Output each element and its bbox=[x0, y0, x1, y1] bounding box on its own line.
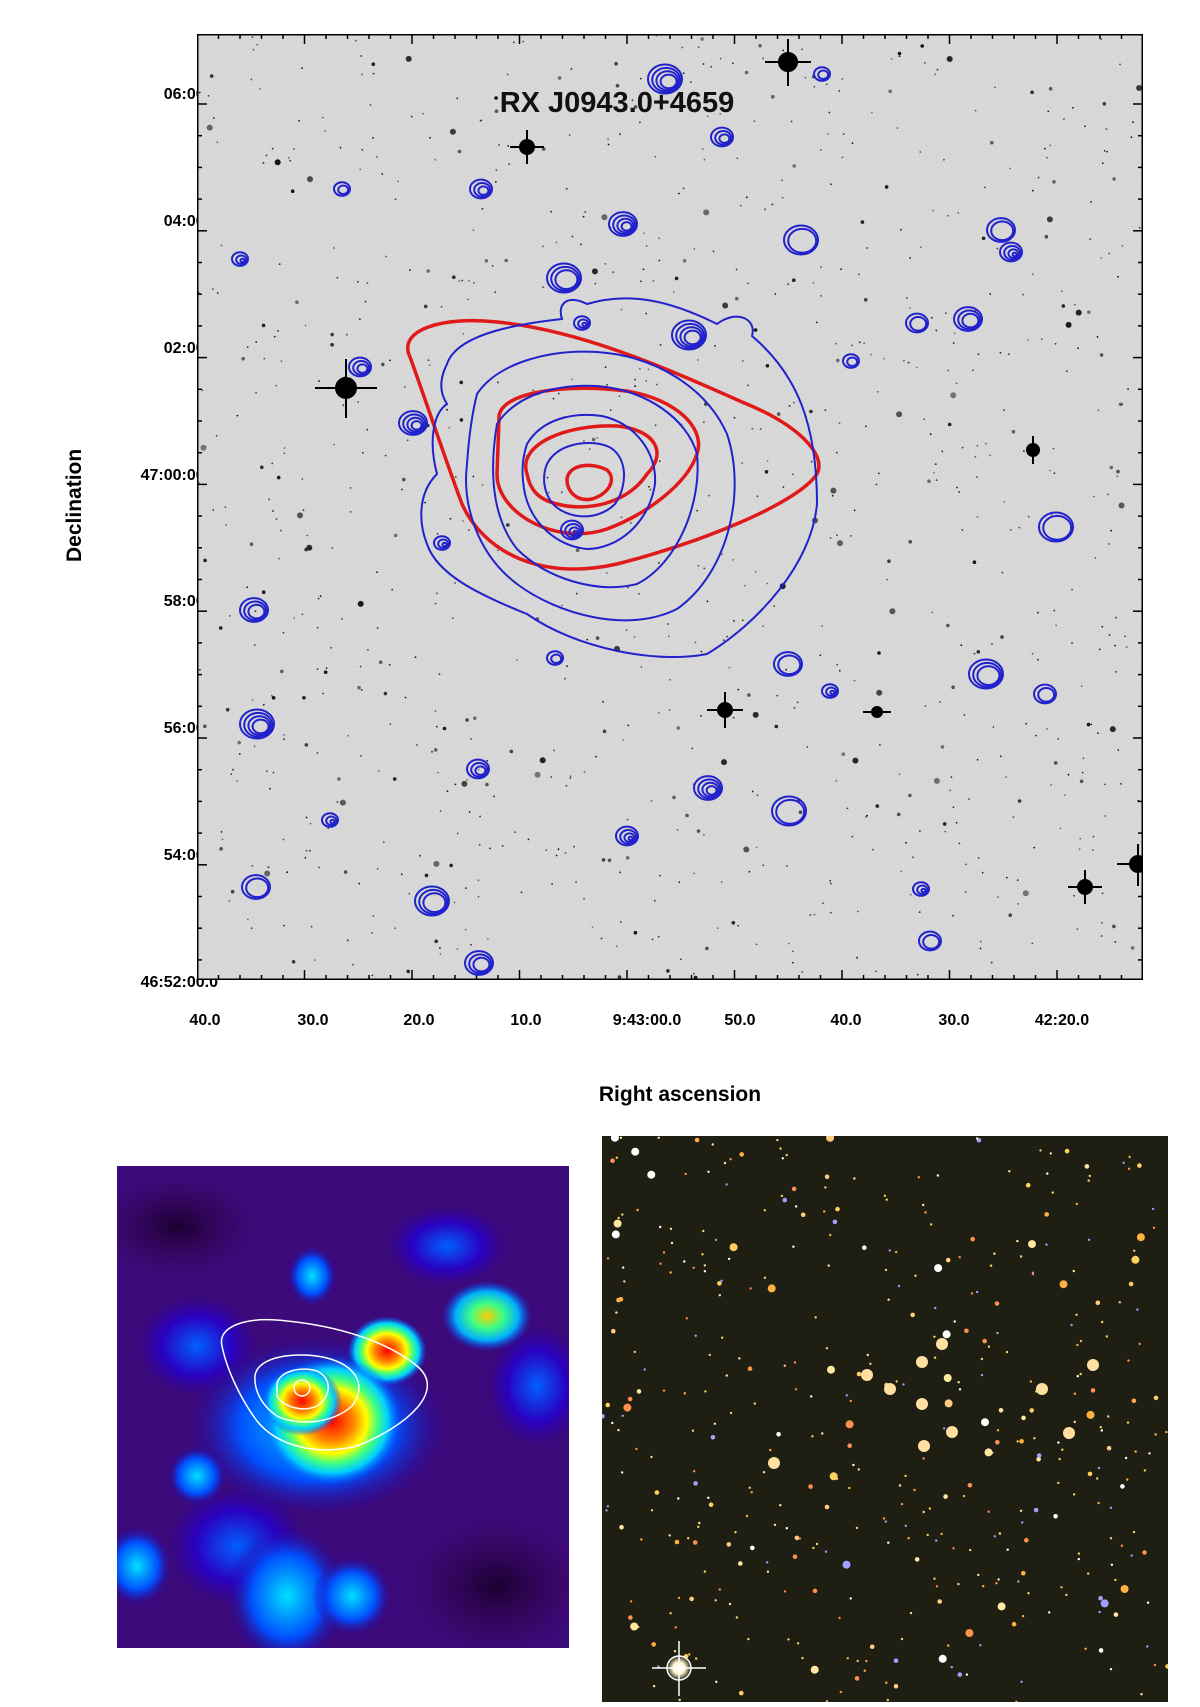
x-tick-label: 30.0 bbox=[938, 1012, 970, 1029]
y-tick-label: 04:00.0 bbox=[163, 213, 218, 230]
y-tick-label: 54:00.0 bbox=[163, 847, 218, 864]
top-panel: Declination 06:00.0 04:00.0 02:00.0 47:0… bbox=[63, 34, 1143, 1106]
x-tick-label: 42:20.0 bbox=[1034, 1012, 1090, 1029]
bright-stars bbox=[315, 39, 1143, 904]
x-tick-label: 50.0 bbox=[724, 1012, 756, 1029]
x-axis-label: Right ascension bbox=[598, 1083, 762, 1106]
optical-image-with-contours: RX J0943.0+4659 bbox=[197, 34, 1143, 980]
y-tick-label: 46:52:00.0 bbox=[140, 974, 218, 991]
x-tick-label: 20.0 bbox=[403, 1012, 435, 1029]
color-optical-panel bbox=[602, 1136, 1168, 1702]
x-tick-label: 30.0 bbox=[297, 1012, 329, 1029]
density-contours bbox=[420, 297, 819, 659]
dark-sky bbox=[602, 1136, 1168, 1702]
x-tick-label: 40.0 bbox=[189, 1012, 221, 1029]
y-tick-label: 02:00.0 bbox=[163, 340, 218, 357]
y-tick-label: 06:00.0 bbox=[163, 86, 218, 103]
xray-white-contours bbox=[220, 1319, 429, 1451]
bright-star bbox=[652, 1641, 706, 1696]
x-tick-label: 40.0 bbox=[830, 1012, 862, 1029]
plot-title: RX J0943.0+4659 bbox=[500, 87, 735, 119]
xray-colormap-panel bbox=[117, 1166, 569, 1648]
y-tick-label: 58:00.0 bbox=[163, 593, 218, 610]
x-tick-label: 10.0 bbox=[510, 1012, 542, 1029]
y-tick-label: 56:00.0 bbox=[163, 720, 218, 737]
x-tick-label: 9:43:00.0 bbox=[612, 1012, 682, 1029]
y-tick-label: 47:00:00.0 bbox=[140, 467, 218, 484]
